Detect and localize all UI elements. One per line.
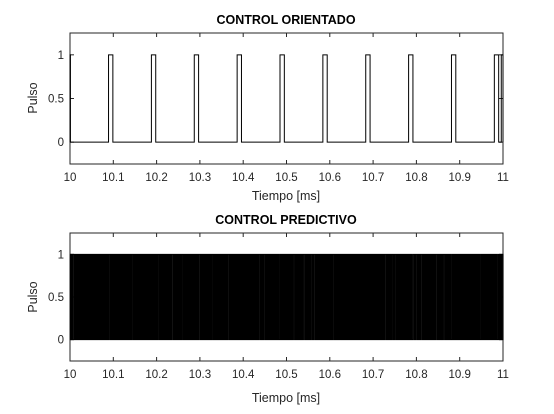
x-tick-label: 10.3	[189, 172, 211, 184]
x-tick-label: 11	[497, 172, 509, 184]
x-tick-label: 10.4	[232, 369, 255, 381]
x-tick-label: 10	[64, 369, 77, 381]
series-line	[69, 253, 504, 341]
x-tick-label: 10.1	[102, 172, 124, 184]
plot-area	[69, 32, 504, 165]
y-tick-label: 0	[58, 335, 64, 347]
x-tick-label: 10.8	[405, 369, 427, 381]
x-tick-label: 10.2	[145, 172, 167, 184]
x-tick-label: 11	[497, 369, 509, 381]
x-tick-label: 10	[64, 172, 77, 184]
x-tick-label: 10.5	[275, 369, 297, 381]
x-tick-label: 10.8	[405, 172, 427, 184]
axis-ticks: 10 10.1 10.2 10.3 10.4 10.5 10.6 10.7 10.8 10.9 11…	[48, 233, 509, 381]
x-axis-label: Tiempo [ms]	[252, 391, 320, 405]
x-tick-label: 10.6	[319, 172, 341, 184]
y-tick-label: 1	[58, 249, 64, 261]
x-tick-label: 10.2	[145, 369, 167, 381]
x-tick-label: 10.1	[102, 369, 124, 381]
x-tick-label: 10.9	[449, 369, 471, 381]
x-tick-label: 10.4	[232, 172, 255, 184]
y-axis-label: Pulso	[26, 82, 40, 113]
y-tick-label: 0.5	[48, 292, 64, 304]
series-line	[69, 54, 504, 143]
y-axis-label: Pulso	[26, 281, 40, 312]
y-tick-label: 1	[58, 50, 64, 62]
x-axis-label: Tiempo [ms]	[252, 189, 320, 203]
chart-title: CONTROL ORIENTADO	[216, 13, 355, 27]
x-tick-label: 10.7	[362, 369, 384, 381]
x-tick-label: 10.6	[319, 369, 341, 381]
subplot-control-predictivo: CONTROL PREDICTIVO 10 10.1 10.2 10.3 10.4 10.…	[26, 213, 509, 405]
x-tick-label: 10.3	[189, 369, 211, 381]
y-tick-label: 0.5	[48, 94, 64, 106]
subplot-control-orientado: CONTROL ORIENTADO 10 10.1 10.2 10.3 10.4 10.5…	[26, 13, 509, 203]
axis-ticks: 10 10.1 10.2 10.3 10.4 10.5 10.6 10.7 10.8 10.9 11…	[48, 33, 509, 184]
y-tick-label: 0	[58, 137, 64, 149]
x-tick-label: 10.9	[449, 172, 471, 184]
x-tick-label: 10.7	[362, 172, 384, 184]
x-tick-label: 10.5	[275, 172, 297, 184]
chart-title: CONTROL PREDICTIVO	[215, 213, 357, 227]
